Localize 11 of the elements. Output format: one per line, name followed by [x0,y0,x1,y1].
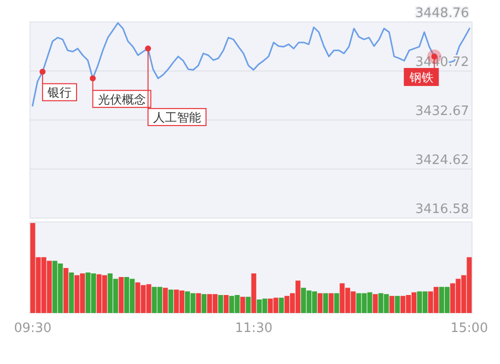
annotation: 银行 [46,86,72,100]
y-tick-label: 3424.62 [415,153,469,168]
x-tick-label: 11:30 [235,321,272,336]
x-tick-label: 09:30 [14,321,52,336]
y-tick-label: 3432.67 [415,104,469,119]
x-tick-label: 15:00 [450,321,488,336]
y-tick-label: 3448.76 [415,6,469,21]
y-tick-label: 3416.58 [415,202,469,217]
annotation: 人工智能 [153,110,202,125]
annotation: 钢铁 [408,70,434,84]
annotation: 光伏概念 [98,92,146,106]
